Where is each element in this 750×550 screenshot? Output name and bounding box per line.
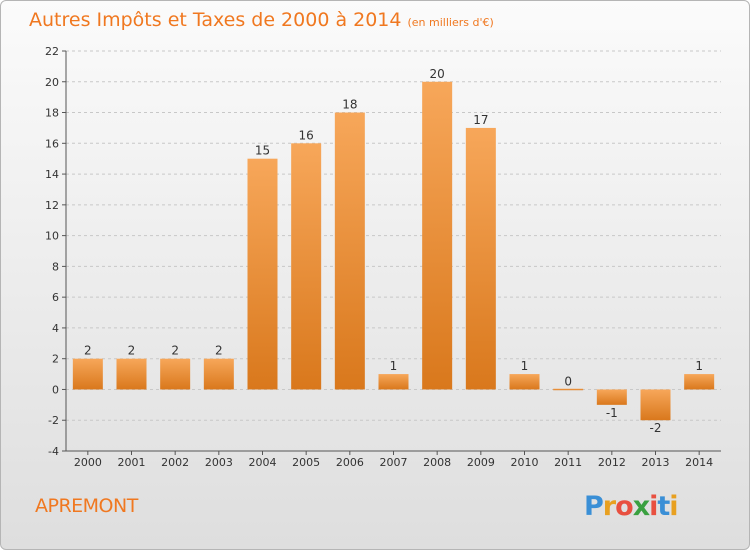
y-tick-label: 2: [52, 353, 59, 366]
brand-letter: t: [657, 491, 670, 522]
x-tick-label: 2010: [511, 456, 539, 469]
y-tick-label: 0: [52, 383, 59, 396]
chart-title-main: Autres Impôts et Taxes de 2000 à 2014: [29, 9, 402, 31]
y-tick-label: 12: [45, 199, 59, 212]
bar: [465, 127, 496, 390]
x-tick-label: 2005: [292, 456, 320, 469]
y-tick-label: 6: [52, 291, 59, 304]
bar: [509, 374, 540, 390]
data-label: 1: [521, 359, 529, 373]
y-tick-label: -4: [48, 445, 59, 458]
bar: [291, 143, 322, 390]
x-tick-label: 2009: [467, 456, 495, 469]
data-label: 2: [84, 344, 92, 358]
brand-letter: x: [632, 491, 650, 522]
bar: [72, 358, 103, 390]
y-tick-label: 10: [45, 230, 59, 243]
brand-letter: i: [649, 491, 658, 522]
x-tick-label: 2011: [554, 456, 582, 469]
data-label: 2: [171, 344, 179, 358]
brand-letter: r: [602, 491, 616, 522]
brand-letter: o: [615, 491, 634, 522]
x-tick-label: 2002: [161, 456, 189, 469]
data-label: 17: [473, 113, 488, 127]
data-label: 0: [564, 374, 572, 388]
commune-name: APREMONT: [35, 495, 138, 517]
data-label: 2: [215, 344, 223, 358]
data-label: -1: [606, 406, 618, 420]
y-tick-label: -2: [48, 414, 59, 427]
bar: [334, 112, 365, 390]
y-tick-label: 16: [45, 137, 59, 150]
x-tick-label: 2006: [336, 456, 364, 469]
y-tick-label: 8: [52, 260, 59, 273]
x-tick-label: 2008: [423, 456, 451, 469]
x-tick-label: 2003: [205, 456, 233, 469]
bar: [203, 358, 234, 390]
brand-logo: Proxiti: [584, 491, 679, 522]
chart-title-unit: (en milliers d'€): [407, 16, 494, 29]
data-label: 20: [430, 67, 445, 81]
bar: [247, 158, 278, 390]
data-label: 16: [299, 128, 314, 142]
x-tick-label: 2000: [74, 456, 102, 469]
y-tick-label: 20: [45, 76, 59, 89]
x-tick-label: 2007: [380, 456, 408, 469]
brand-letter: i: [669, 491, 678, 522]
bar: [116, 358, 147, 390]
bar: [422, 81, 453, 390]
x-tick-label: 2012: [598, 456, 626, 469]
chart-title: Autres Impôts et Taxes de 2000 à 2014 (en…: [29, 9, 494, 31]
data-label: 1: [390, 359, 398, 373]
x-tick-label: 2004: [249, 456, 277, 469]
y-tick-label: 22: [45, 45, 59, 58]
bar: [553, 388, 584, 391]
y-tick-label: 14: [45, 168, 59, 181]
x-tick-label: 2001: [118, 456, 146, 469]
bar: [160, 358, 191, 390]
bar: [640, 389, 671, 421]
data-label: 15: [255, 144, 270, 158]
bar: [596, 389, 627, 405]
y-tick-label: 4: [52, 322, 59, 335]
y-tick-label: 18: [45, 107, 59, 120]
bar: [378, 374, 409, 390]
data-label: 18: [342, 98, 357, 112]
x-tick-label: 2013: [642, 456, 670, 469]
data-label: -2: [650, 421, 662, 435]
x-tick-label: 2014: [685, 456, 713, 469]
bar: [684, 374, 715, 390]
data-label: 2: [128, 344, 136, 358]
data-label: 1: [695, 359, 703, 373]
brand-letter: P: [584, 491, 604, 522]
